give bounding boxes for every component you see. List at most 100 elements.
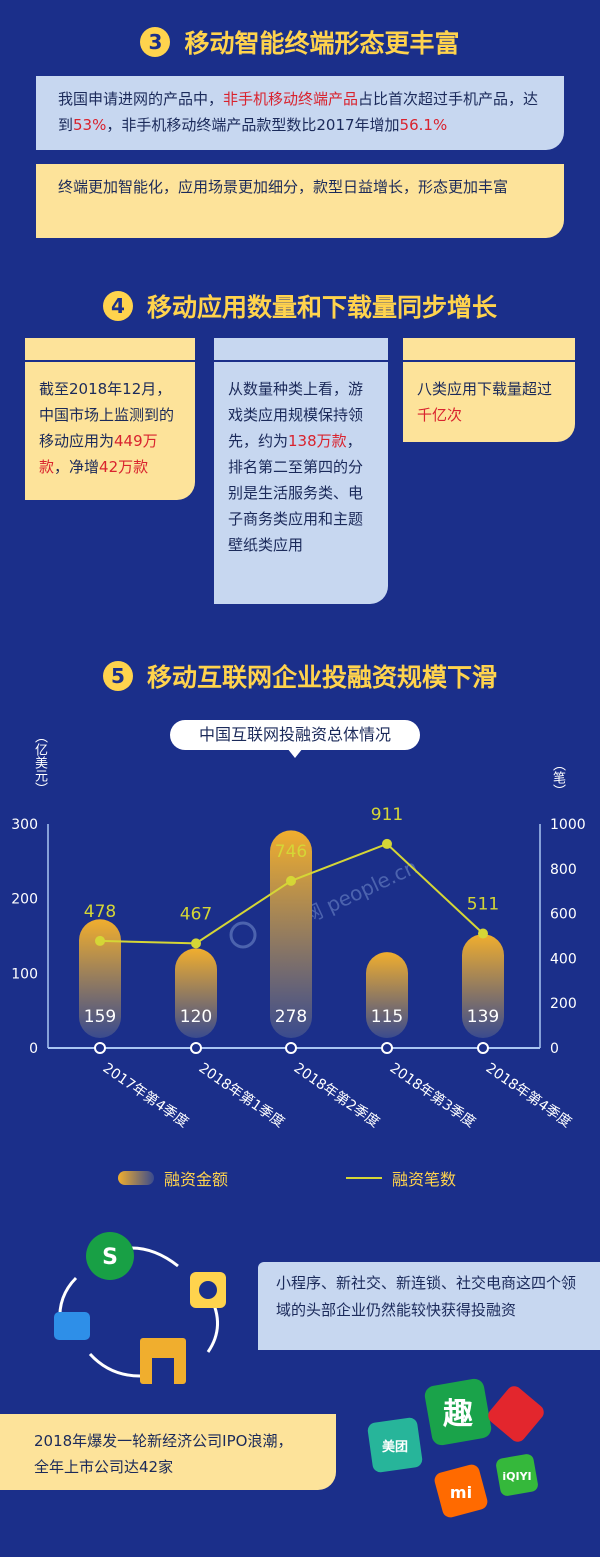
card-highlight: 449万款 (39, 432, 158, 476)
section5-number: 5 (102, 661, 133, 691)
category-label: 2018年第3季度 (387, 1059, 479, 1131)
left-tick-label: 200 (11, 892, 38, 908)
legend-line-item: 融资笔数 (346, 1166, 456, 1190)
bar (270, 830, 312, 1038)
right-tick-label: 1000 (550, 817, 586, 833)
card-text: 2018年爆发一轮新经济公司IPO浪潮，全年上市公司达42家 (34, 1432, 293, 1476)
legend-bar-item: 融资金额 (118, 1166, 228, 1190)
line-value-label: 511 (467, 895, 499, 915)
left-axis-unit: （亿美元） (32, 730, 47, 795)
section4-number: 4 (102, 291, 133, 321)
card-text: 占比首次超过手机产品，达到 (58, 90, 539, 134)
category-label: 2018年第2季度 (291, 1059, 383, 1131)
right-tick-label: 800 (550, 862, 577, 878)
card-text: 八类应用下载量超过 (417, 380, 553, 398)
right-tick-label: 600 (550, 907, 577, 923)
section5-heading: 移动互联网企业投融资规模下滑 (146, 663, 497, 692)
line-point (478, 928, 488, 939)
col-header-strip (25, 338, 195, 362)
category-label: 2017年第4季度 (100, 1059, 192, 1131)
category-label: 2018年第4季度 (483, 1059, 575, 1131)
card-text: 小程序、新社交、新连锁、社交电商这四个领域的头部企业仍然能较快获得投融资 (276, 1274, 577, 1319)
iqiyi-logo (496, 1454, 538, 1496)
line-value-label: 467 (180, 904, 212, 924)
x-marker (94, 1042, 106, 1054)
card-highlight: 56.1% (399, 116, 448, 134)
section5-card-left: 2018年爆发一轮新经济公司IPO浪潮，全年上市公司达42家 (0, 1414, 336, 1490)
icon-cluster: S (54, 1232, 226, 1384)
x-marker (190, 1042, 202, 1054)
line-point (382, 838, 392, 849)
section3-title: 3 移动智能终端形态更丰富 (0, 24, 600, 60)
xiaomi-logo (434, 1464, 488, 1518)
bar-value-label: 120 (180, 1007, 212, 1027)
category-label: 2018年第1季度 (196, 1059, 288, 1131)
app-logos: 趣 美团 mi iQIYI (367, 1378, 544, 1518)
line-point (286, 875, 296, 886)
card-text: 我国申请进网的产品中， (58, 90, 224, 108)
meituan-logo (367, 1417, 423, 1473)
left-tick-label: 100 (11, 966, 38, 982)
chart-title: 中国互联网投融资总体情况 (170, 720, 420, 750)
section4-col3: 八类应用下载量超过千亿次 (403, 338, 575, 442)
bar (366, 952, 408, 1038)
section3-card1: 我国申请进网的产品中，非手机移动终端产品占比首次超过手机产品，达到53%，非手机… (36, 76, 564, 150)
right-tick-label: 0 (550, 1041, 559, 1057)
section4-col2: 从数量种类上看，游戏类应用规模保持领先，约为138万款，排名第二至第四的分别是生… (214, 338, 388, 604)
x-marker (381, 1042, 393, 1054)
col-header-strip (214, 338, 388, 362)
bar (79, 919, 121, 1038)
chat-shop-icon (54, 1312, 90, 1340)
mini-program-icon (86, 1232, 134, 1280)
section4-heading: 移动应用数量和下载量同步增长 (146, 293, 497, 322)
legend-bar-label: 融资金额 (164, 1170, 229, 1189)
left-tick-label: 300 (11, 817, 38, 833)
section5-card-right: 小程序、新社交、新连锁、社交电商这四个领域的头部企业仍然能较快获得投融资 (258, 1262, 600, 1350)
chart-area: 人民网 people.cn 01002003000200400600800100… (11, 805, 586, 1131)
svg-text:美团: 美团 (382, 1439, 408, 1455)
line-value-label: 478 (84, 902, 116, 922)
section4-title: 4 移动应用数量和下载量同步增长 (0, 288, 600, 324)
right-tick-label: 200 (550, 996, 577, 1012)
svg-text:iQIYI: iQIYI (502, 1470, 531, 1483)
bar-value-label: 139 (467, 1007, 499, 1027)
section3-heading: 移动智能终端形态更丰富 (184, 29, 460, 58)
bar-value-label: 115 (371, 1007, 403, 1027)
card-text: ，排名第二至第四的分别是生活服务类、电子商务类应用和主题壁纸类应用 (228, 432, 364, 554)
bar (462, 934, 504, 1038)
legend-line-label: 融资笔数 (392, 1170, 457, 1189)
bar (175, 948, 217, 1038)
legend-line-swatch (346, 1177, 382, 1179)
svg-text:S: S (102, 1245, 118, 1270)
line-point (191, 938, 201, 949)
right-axis-unit: （笔） (550, 758, 565, 797)
card-text: 终端更加智能化，应用场景更加细分，款型日益增长，形态更加丰富 (58, 178, 509, 196)
arrow-arc-icon (88, 1352, 141, 1378)
chart-title-pointer (287, 748, 303, 758)
legend-bar-swatch (118, 1171, 154, 1185)
section3-number: 3 (140, 27, 171, 57)
col-header-strip (403, 338, 575, 362)
x-marker (477, 1042, 489, 1054)
line-value-label: 746 (275, 842, 307, 862)
left-tick-label: 0 (29, 1041, 38, 1057)
right-tick-label: 400 (550, 951, 577, 967)
card-text: ，非手机移动终端产品款型数比2017年增加 (106, 116, 400, 134)
card-text: 截至2018年12月，中国市场上监测到的移动应用为 (39, 380, 175, 450)
card-highlight: 53% (73, 116, 107, 134)
section4-col1: 截至2018年12月，中国市场上监测到的移动应用为449万款，净增42万款 (25, 338, 195, 500)
card-highlight: 千亿次 (417, 406, 463, 424)
section3-card2: 终端更加智能化，应用场景更加细分，款型日益增长，形态更加丰富 (36, 164, 564, 238)
card-text: 从数量种类上看，游戏类应用规模保持领先，约为 (228, 380, 364, 450)
qutoutiao-logo (424, 1378, 492, 1446)
card-highlight: 42万款 (99, 458, 149, 476)
section5-title: 5 移动互联网企业投融资规模下滑 (0, 658, 600, 694)
pinduoduo-logo (488, 1386, 544, 1442)
svg-text:mi: mi (450, 1483, 472, 1502)
bar-value-label: 278 (275, 1007, 307, 1027)
x-marker (285, 1042, 297, 1054)
bar-value-label: 159 (84, 1007, 116, 1027)
line-point (95, 935, 105, 946)
svg-text:趣: 趣 (443, 1397, 473, 1432)
card-text: ，净增 (54, 458, 100, 476)
